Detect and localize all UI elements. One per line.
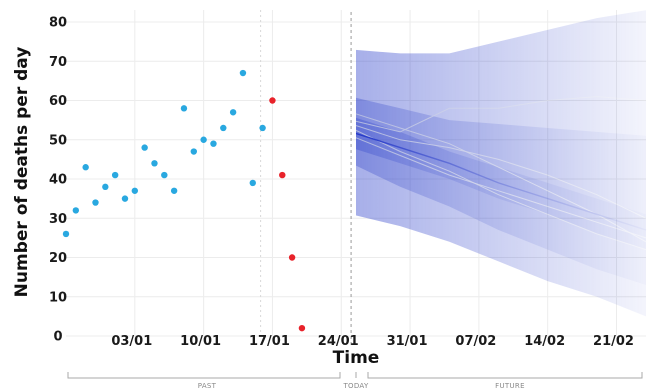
y-tick-label: 50 — [49, 133, 67, 148]
y-tick-label: 80 — [49, 16, 67, 31]
forecast-sample-path — [350, 135, 647, 239]
recent-point — [298, 324, 306, 332]
observed-point — [82, 164, 89, 171]
forecast-sample-path — [350, 127, 647, 251]
today-label: TODAY — [342, 382, 368, 390]
future-bracket — [367, 372, 643, 379]
past-label: PAST — [198, 382, 217, 390]
x-tick-label: 03/01 — [111, 334, 152, 349]
x-tick-label: 07/02 — [455, 334, 496, 349]
observed-point — [220, 124, 227, 132]
observed-point — [180, 105, 188, 112]
x-tick-label: 31/01 — [387, 334, 428, 349]
timeline-sections: PAST TODAY FUTURE — [67, 372, 643, 390]
observed-point — [210, 140, 217, 147]
observed-point — [239, 69, 247, 77]
observed-point — [151, 160, 158, 167]
x-tick-label: 21/02 — [593, 334, 634, 349]
observed-point — [190, 148, 197, 155]
data-points — [62, 69, 306, 332]
observed-point — [170, 187, 178, 194]
forecast-sample-path — [350, 123, 647, 219]
y-tick-label: 0 — [53, 330, 62, 345]
x-tick-label: 14/02 — [524, 334, 565, 349]
observed-point — [62, 230, 70, 238]
observed-point — [249, 179, 256, 187]
observed-point — [259, 124, 266, 132]
y-axis-title: Number of deaths per day — [12, 47, 32, 298]
y-tick-label: 40 — [49, 173, 67, 188]
observed-point — [102, 183, 109, 191]
future-label: FUTURE — [495, 382, 525, 390]
x-tick-label: 24/01 — [318, 334, 359, 349]
observed-point — [111, 171, 119, 179]
x-tick-label: 17/01 — [249, 334, 290, 349]
x-tick-label: 10/01 — [180, 334, 221, 349]
observed-point — [72, 207, 80, 214]
recent-point — [279, 171, 286, 179]
y-tick-labels: 0 10 20 30 40 50 60 70 80 — [49, 16, 67, 345]
forecast-outer-band — [351, 10, 646, 317]
observed-point — [161, 171, 168, 179]
observed-point — [229, 109, 237, 116]
y-tick-label: 60 — [49, 94, 67, 109]
y-tick-label: 70 — [49, 55, 67, 70]
x-axis-title: Time — [333, 348, 380, 368]
observed-point — [121, 195, 129, 202]
past-bracket — [67, 372, 341, 379]
recent-point — [288, 254, 296, 261]
gridlines — [66, 10, 646, 346]
recent-point — [269, 97, 276, 104]
forecast-bands — [350, 10, 647, 317]
forecast-sample-path — [350, 96, 647, 133]
forecast-median-line — [350, 131, 647, 231]
observed-point — [200, 136, 207, 143]
y-tick-label: 10 — [49, 290, 67, 305]
observed-point — [141, 144, 148, 151]
axis-titles: Number of deaths per day Time — [12, 47, 379, 368]
y-tick-label: 20 — [49, 251, 67, 266]
y-tick-label: 30 — [49, 212, 67, 227]
observed-point — [131, 187, 139, 194]
observed-point — [92, 199, 99, 206]
x-tick-labels: 03/01 10/01 17/01 24/01 31/01 07/02 14/02 21/02 — [111, 334, 634, 349]
